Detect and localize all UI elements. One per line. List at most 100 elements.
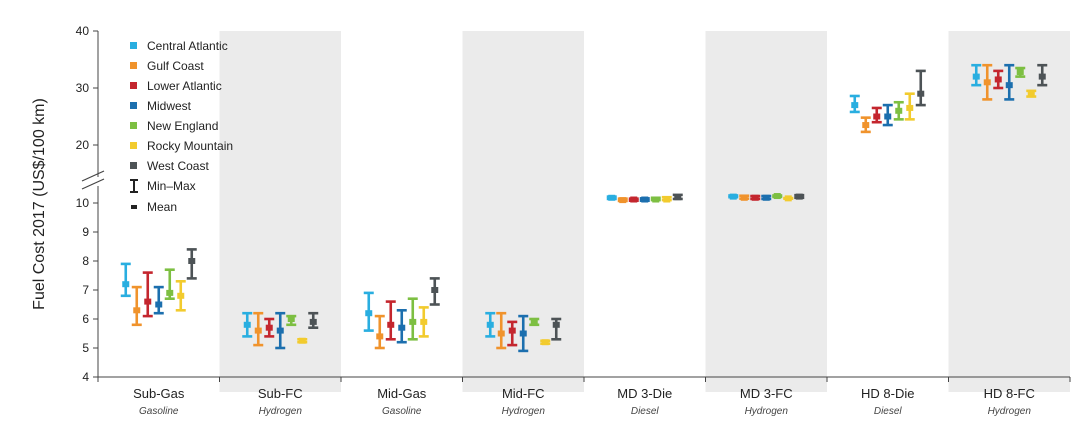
error-bar xyxy=(982,63,993,101)
mean-marker xyxy=(740,194,748,201)
mean-marker xyxy=(795,193,803,200)
error-bar xyxy=(496,311,507,350)
mean-marker xyxy=(177,292,185,299)
mean-marker xyxy=(508,327,516,334)
legend-swatch xyxy=(130,102,137,109)
y-tick-label: 7 xyxy=(82,283,89,297)
error-bar xyxy=(772,193,783,200)
error-bar xyxy=(783,195,794,202)
mean-marker xyxy=(287,316,295,322)
error-bar xyxy=(507,320,518,347)
error-bar xyxy=(374,314,385,350)
error-bar xyxy=(904,92,915,121)
legend-swatch xyxy=(130,42,137,49)
error-bar xyxy=(297,337,308,344)
category-label: MD 3-Die xyxy=(617,386,672,401)
mean-marker xyxy=(917,90,925,97)
mean-marker xyxy=(652,196,660,203)
legend-entry: Lower Atlantic xyxy=(147,79,222,93)
legend-entry: Gulf Coast xyxy=(147,59,204,73)
mean-marker xyxy=(431,287,439,293)
error-bar xyxy=(860,116,871,134)
error-bar xyxy=(750,194,761,201)
mean-marker xyxy=(122,281,130,288)
mean-marker xyxy=(862,122,870,129)
error-bar xyxy=(120,262,131,298)
error-bar xyxy=(639,196,650,203)
mean-marker xyxy=(906,104,914,111)
error-bar xyxy=(142,271,153,318)
category-label: Sub-FC xyxy=(258,386,303,401)
error-bar xyxy=(186,248,197,280)
mean-marker xyxy=(630,196,638,203)
legend-entry: Midwest xyxy=(147,99,192,113)
error-bar xyxy=(385,300,396,341)
mean-marker xyxy=(497,330,505,337)
mean-marker xyxy=(155,301,163,308)
error-bar xyxy=(275,311,286,350)
error-bar xyxy=(485,311,496,338)
error-bar xyxy=(893,100,904,121)
error-bar xyxy=(131,285,142,327)
error-bar xyxy=(1026,89,1037,98)
mean-marker xyxy=(365,310,373,317)
mean-marker xyxy=(166,289,174,296)
fuel-type-label: Diesel xyxy=(874,406,903,417)
fuel-type-label: Hydrogen xyxy=(745,406,789,417)
mean-marker xyxy=(641,196,649,203)
mean-marker xyxy=(1027,90,1035,97)
mean-marker xyxy=(751,194,759,201)
mean-marker xyxy=(387,321,395,328)
mean-marker xyxy=(309,318,317,325)
error-bar xyxy=(418,306,429,338)
legend-minmax-label: Min–Max xyxy=(147,179,196,193)
error-bar xyxy=(153,285,164,315)
y-tick-label: 30 xyxy=(76,81,90,95)
y-tick-label: 8 xyxy=(82,254,89,268)
error-bar xyxy=(407,297,418,341)
mean-marker xyxy=(398,324,406,331)
legend-swatch xyxy=(130,122,137,129)
mean-marker xyxy=(298,337,306,344)
category-label: HD 8-Die xyxy=(861,386,914,401)
mean-marker xyxy=(1005,82,1013,89)
category-backgrounds xyxy=(219,31,1070,392)
mean-marker xyxy=(873,113,881,120)
category-labels: Sub-Gas Gasoline Sub-FC Hydrogen Mid-Gas Gaso… xyxy=(133,386,1035,417)
error-bar xyxy=(242,311,253,338)
legend-mean-label: Mean xyxy=(147,200,177,214)
error-bar xyxy=(264,317,275,338)
fuel-type-label: Diesel xyxy=(631,406,660,417)
category-label: HD 8-FC xyxy=(984,386,1035,401)
mean-marker xyxy=(674,194,682,201)
legend-minmax-symbol xyxy=(130,179,138,193)
mean-marker xyxy=(409,318,417,325)
error-bar xyxy=(396,308,407,344)
axis-break-mark xyxy=(81,170,105,182)
mean-marker xyxy=(729,193,737,200)
error-bar xyxy=(882,103,893,127)
mean-marker xyxy=(884,113,892,120)
error-bar xyxy=(175,279,186,312)
error-bar xyxy=(915,69,926,107)
error-bar xyxy=(650,196,661,203)
legend-swatch xyxy=(130,62,137,69)
legend-entry: West Coast xyxy=(147,159,209,173)
mean-marker xyxy=(133,307,141,314)
mean-marker xyxy=(663,196,671,203)
mean-marker xyxy=(773,193,781,200)
y-tick-label: 5 xyxy=(82,341,89,355)
error-bar xyxy=(617,197,628,204)
error-bar xyxy=(253,311,264,347)
error-bar xyxy=(606,194,617,201)
error-bar xyxy=(286,314,297,327)
mean-marker xyxy=(762,194,770,201)
y-tick-label: 20 xyxy=(76,138,90,152)
axes: 4 5 6 7 8 9 10 20 30 40 xyxy=(76,24,1071,384)
mean-marker xyxy=(619,197,627,204)
error-bar xyxy=(363,291,374,332)
mean-marker xyxy=(376,333,384,340)
mean-marker xyxy=(851,102,859,109)
error-bar xyxy=(1015,66,1026,78)
error-bar xyxy=(761,194,772,201)
